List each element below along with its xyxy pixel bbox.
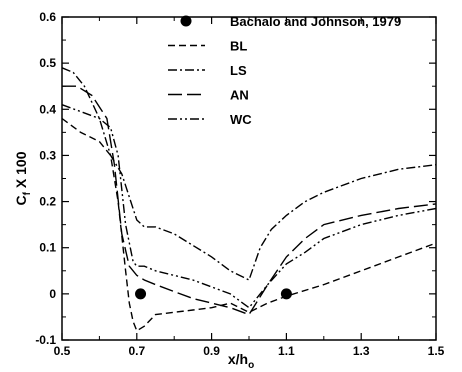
series-line-wc [61, 104, 437, 309]
axes: 0.5 0.7 0.9 1.1 1.3 1.5 -0.1 0 0.1 0.2 0.3 0.4 0.5 0.… [35, 10, 444, 358]
series-line-bl [61, 117, 437, 332]
legend-label-bachalo-and-johnson-1979: Bachalo and Johnson, 1979 [230, 14, 401, 29]
legend-label-bl: BL [230, 39, 247, 54]
data-markers [135, 288, 292, 300]
y-tick-label: 0.2 [39, 195, 56, 209]
y-axis-title: Cf X 100 [13, 151, 33, 205]
x-tick-label: 0.5 [54, 344, 71, 358]
x-tick-label: 1.1 [278, 344, 295, 358]
series-line-ls [61, 67, 437, 281]
data-point-marker [135, 288, 147, 300]
legend-label-an: AN [230, 88, 249, 103]
legend-label-wc: WC [230, 112, 252, 127]
y-tick-label: 0.5 [39, 56, 56, 70]
legend-marker-symbol [180, 15, 192, 27]
x-tick-label: 1.5 [428, 344, 445, 358]
legend: Bachalo and Johnson, 1979 BL LS AN WC [168, 14, 401, 127]
data-point-marker [280, 288, 292, 300]
y-tick-label: 0.3 [39, 148, 56, 162]
y-tick-label: 0.4 [39, 102, 56, 116]
y-tick-label: 0 [49, 287, 56, 301]
series-line-an [62, 85, 437, 316]
y-tick-label: 0.1 [39, 241, 56, 255]
series-lines [61, 67, 437, 332]
plot-frame [61, 16, 437, 341]
x-tick-label: 0.7 [128, 344, 145, 358]
y-tick-label: -0.1 [35, 333, 56, 347]
legend-label-ls: LS [230, 63, 247, 78]
x-tick-label: 0.9 [203, 344, 220, 358]
x-tick-label: 1.3 [353, 344, 370, 358]
x-axis-title: x/ho [228, 351, 254, 371]
axis-labels: x/ho Cf X 100 [13, 151, 254, 371]
y-tick-label: 0.6 [39, 10, 56, 24]
